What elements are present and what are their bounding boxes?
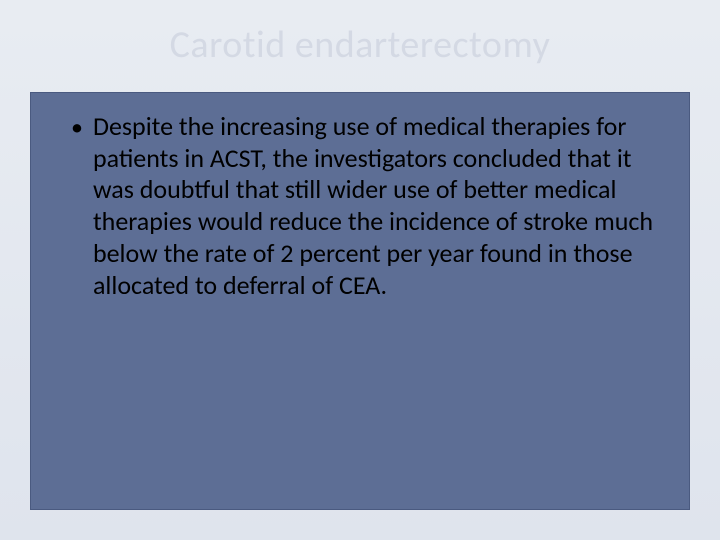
bullet-text: Despite the increasing use of medical th… — [93, 111, 665, 301]
slide: Carotid endarterectomy • Despite the inc… — [0, 0, 720, 540]
content-box: • Despite the increasing use of medical … — [30, 92, 690, 510]
bullet-marker-icon: • — [71, 113, 83, 142]
slide-title: Carotid endarterectomy — [0, 22, 720, 68]
bullet-item: • Despite the increasing use of medical … — [71, 111, 665, 301]
